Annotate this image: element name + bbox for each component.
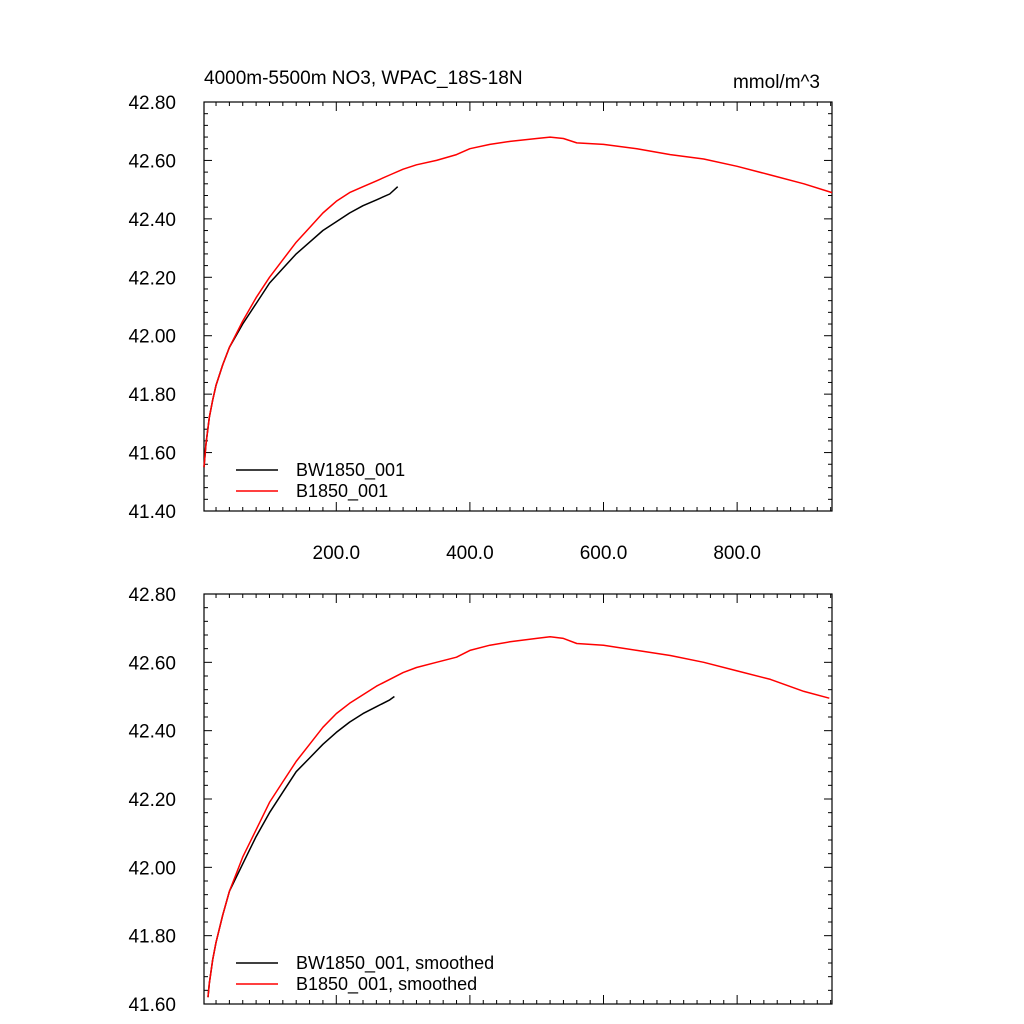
top-plot-frame — [203, 101, 833, 512]
bottom-legend-label-2: B1850_001, smoothed — [296, 974, 477, 995]
top-x-tick-label: 400.0 — [446, 543, 494, 564]
top-y-tick-label: 42.20 — [128, 268, 176, 289]
top-x-tick-label: 800.0 — [713, 543, 761, 564]
chart-title: 4000m-5500m NO3, WPAC_18S-18N — [204, 68, 523, 89]
bottom-y-tick-label: 42.20 — [128, 790, 176, 811]
top-series-line-2 — [203, 136, 833, 468]
bottom-y-tick-label: 42.00 — [128, 858, 176, 879]
bottom-y-tick-label: 42.60 — [128, 653, 176, 674]
top-y-tick-label: 42.40 — [128, 210, 176, 231]
top-x-tick-label: 200.0 — [313, 543, 361, 564]
units-label: mmol/m^3 — [733, 72, 820, 93]
bottom-panel: 41.60 41.80 42.00 42.20 42.40 42.60 42.80 BW185… — [128, 585, 833, 1016]
bottom-y-tick-label: 42.80 — [128, 585, 176, 606]
bottom-legend-label-1: BW1850_001, smoothed — [296, 953, 494, 974]
top-y-tick-label: 41.40 — [128, 502, 176, 523]
top-legend-label-2: B1850_001 — [296, 481, 388, 502]
top-legend-label-1: BW1850_001 — [296, 460, 405, 481]
top-panel: 4000m-5500m NO3, WPAC_18S-18N mmol/m^3 4… — [128, 68, 833, 564]
top-series-line-1 — [203, 186, 399, 468]
top-y-tick-label: 42.60 — [128, 151, 176, 172]
bottom-y-tick-label: 42.40 — [128, 722, 176, 743]
bottom-y-tick-label: 41.60 — [128, 995, 176, 1016]
top-y-tick-label: 41.60 — [128, 444, 176, 465]
top-y-tick-label: 42.80 — [128, 93, 176, 114]
bottom-series-line-2 — [207, 635, 830, 998]
bottom-y-tick-label: 41.80 — [128, 927, 176, 948]
top-y-tick-label: 42.00 — [128, 327, 176, 348]
top-y-tick-label: 41.80 — [128, 385, 176, 406]
bottom-plot-frame — [203, 593, 833, 1005]
top-x-tick-label: 600.0 — [580, 543, 628, 564]
